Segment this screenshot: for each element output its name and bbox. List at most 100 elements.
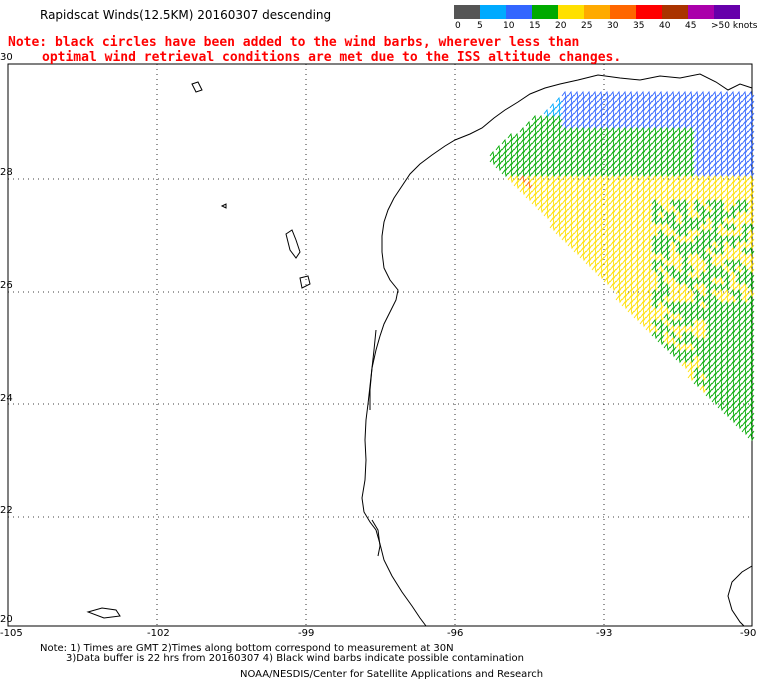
wind-barb (705, 348, 713, 358)
wind-barb (657, 150, 665, 160)
wind-barb (711, 240, 719, 250)
wind-barb (663, 252, 671, 262)
wind-barb (699, 372, 707, 382)
wind-barb (651, 126, 659, 136)
wind-barb (633, 126, 641, 136)
wind-barb (747, 90, 755, 100)
wind-barb (711, 306, 719, 316)
wind-barb (609, 282, 617, 292)
wind-barb (705, 150, 713, 160)
wind-barb (609, 168, 617, 178)
wind-barb (699, 168, 707, 178)
wind-barb (711, 336, 719, 346)
wind-barb (711, 300, 719, 310)
wind-barb (657, 114, 665, 124)
wind-barb (513, 162, 521, 172)
wind-barb (717, 264, 725, 274)
wind-barb (621, 234, 629, 244)
wind-barb (615, 180, 623, 190)
wind-barb (651, 306, 659, 316)
wind-barb (627, 180, 635, 190)
wind-barb (741, 396, 749, 406)
wind-barb (597, 126, 605, 136)
wind-barb (561, 192, 569, 202)
wind-barb (681, 312, 689, 322)
wind-barb (669, 246, 677, 256)
inland-lake-1 (285, 229, 301, 259)
wind-barb (651, 138, 659, 148)
wind-barb (651, 168, 659, 178)
wind-barb (597, 174, 605, 184)
lat-label-20: 20 (0, 614, 13, 625)
wind-barb (615, 120, 623, 130)
wind-barb (609, 156, 617, 166)
wind-barb (693, 294, 701, 304)
wind-barb (507, 144, 515, 154)
wind-barb (735, 414, 743, 424)
wind-barb (597, 180, 605, 190)
wind-barb (747, 414, 755, 424)
wind-barb (675, 234, 683, 244)
wind-barb (591, 216, 599, 226)
wind-barb (675, 318, 683, 328)
wind-barb (663, 312, 671, 322)
wind-barb (693, 132, 701, 142)
wind-barb (567, 180, 575, 190)
wind-barb (741, 162, 749, 172)
wind-barb (609, 96, 617, 106)
wind-barb (747, 348, 755, 358)
wind-barb (747, 120, 755, 130)
wind-barb (705, 324, 713, 334)
wind-barb (633, 192, 641, 202)
wind-barb (705, 378, 713, 388)
wind-barb (603, 126, 611, 136)
wind-barb (597, 186, 605, 196)
wind-barb (627, 288, 635, 298)
wind-barb (717, 150, 725, 160)
wind-barb (687, 276, 695, 286)
wind-barb (711, 324, 719, 334)
wind-barb (663, 174, 671, 184)
wind-barb (705, 276, 713, 286)
wind-barb (543, 186, 551, 196)
wind-barb (747, 402, 755, 412)
wind-barb (627, 282, 635, 292)
wind-barb (705, 366, 713, 376)
wind-barb (573, 162, 581, 172)
wind-barb (597, 192, 605, 202)
wind-barb (717, 138, 725, 148)
wind-barb (561, 96, 569, 106)
wind-barb (597, 156, 605, 166)
wind-barb (699, 270, 707, 280)
wind-barb (681, 228, 689, 238)
wind-barb (747, 234, 755, 244)
wind-barb (657, 336, 665, 346)
wind-barb (543, 126, 551, 136)
wind-barb (717, 348, 725, 358)
wind-barb (567, 204, 575, 214)
wind-barb (621, 204, 629, 214)
wind-barb (741, 132, 749, 142)
wind-barb (669, 336, 677, 346)
wind-barb (711, 276, 719, 286)
wind-barb (675, 264, 683, 274)
wind-barb (639, 96, 647, 106)
wind-barb (735, 306, 743, 316)
wind-barb (645, 222, 653, 232)
wind-barb (735, 318, 743, 328)
lat-label-22: 22 (0, 505, 13, 516)
wind-barb (693, 246, 701, 256)
wind-barb (705, 222, 713, 232)
wind-barb (585, 138, 593, 148)
wind-barb (723, 264, 731, 274)
wind-barb (675, 126, 683, 136)
wind-barb (579, 150, 587, 160)
wind-barb (597, 228, 605, 238)
wind-barb (567, 144, 575, 154)
wind-barb (699, 300, 707, 310)
wind-barb (603, 150, 611, 160)
wind-barb (579, 102, 587, 112)
wind-barb (633, 162, 641, 172)
wind-barb (621, 264, 629, 274)
wind-barb (621, 138, 629, 148)
